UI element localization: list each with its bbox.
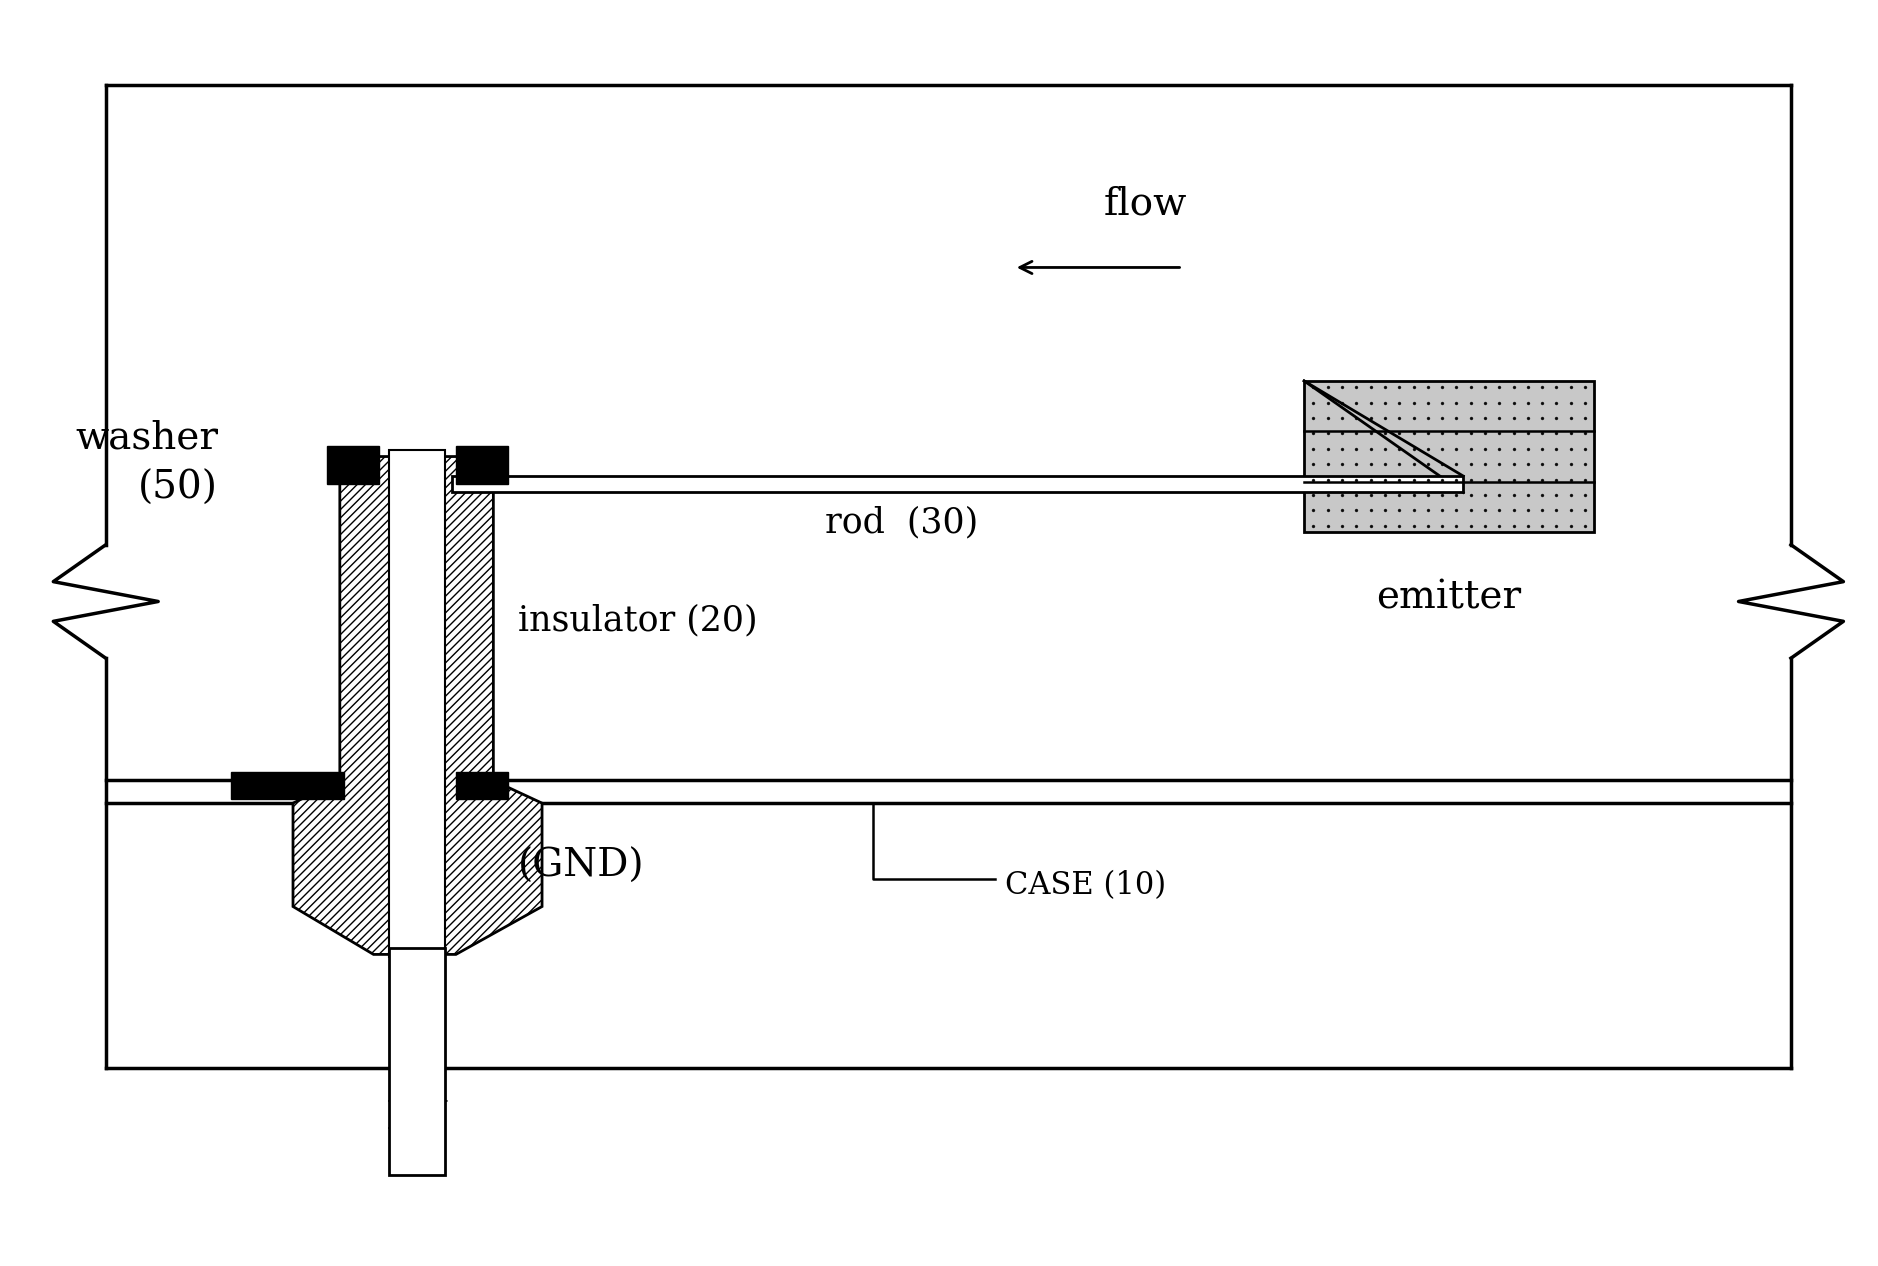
Bar — [1303, 381, 1594, 532]
Text: insulator (20): insulator (20) — [518, 604, 757, 637]
Text: CASE (10): CASE (10) — [1005, 870, 1166, 900]
Polygon shape — [389, 451, 445, 957]
Text: emitter: emitter — [1377, 580, 1521, 617]
Text: rod  (30): rod (30) — [824, 505, 978, 539]
Bar — [453, 476, 1463, 492]
Text: HV: HV — [385, 1100, 447, 1137]
Bar — [231, 772, 344, 799]
Bar — [389, 948, 445, 1175]
Text: (50): (50) — [139, 470, 218, 506]
Text: flow: flow — [1102, 186, 1187, 223]
Polygon shape — [293, 457, 543, 955]
Text: washer: washer — [75, 419, 218, 456]
Bar — [456, 447, 509, 485]
Text: (GND): (GND) — [518, 848, 644, 885]
Bar — [456, 772, 509, 799]
Bar — [327, 447, 379, 485]
